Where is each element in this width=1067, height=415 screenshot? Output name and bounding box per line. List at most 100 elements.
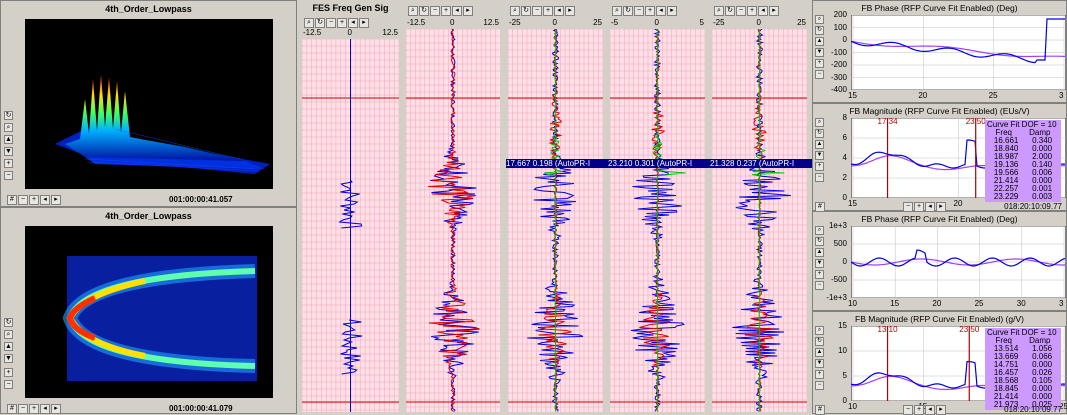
minus-icon[interactable]: − xyxy=(532,6,542,16)
zoom-icon[interactable]: ⌕ xyxy=(815,15,824,24)
minus-icon[interactable]: − xyxy=(4,380,13,389)
pan-icon[interactable]: ↻ xyxy=(521,6,531,16)
zoom-icon[interactable]: ⌕ xyxy=(304,18,314,28)
grid-icon[interactable]: # xyxy=(7,404,17,414)
rotate-icon[interactable]: ↻ xyxy=(815,337,824,346)
zoom-icon[interactable]: ⌕ xyxy=(612,6,622,16)
minus-icon[interactable]: − xyxy=(815,70,824,79)
left-icon[interactable]: ◂ xyxy=(40,195,50,205)
up-icon[interactable]: ▲ xyxy=(815,248,824,257)
curve-fit-row: 19.136 0.140 xyxy=(987,161,1059,169)
strip-grid[interactable] xyxy=(610,29,705,412)
rotate-icon[interactable]: ↻ xyxy=(4,318,13,327)
left-icon[interactable]: ◂ xyxy=(348,18,358,28)
rotate-icon[interactable]: ↻ xyxy=(815,237,824,246)
strip-grid[interactable] xyxy=(406,29,500,412)
minus-icon[interactable]: − xyxy=(815,173,824,182)
zoom-icon[interactable]: ⌕ xyxy=(714,6,724,16)
minus-icon[interactable]: − xyxy=(430,6,440,16)
axis-min-label: -12.5 xyxy=(407,18,426,27)
minus-icon[interactable]: − xyxy=(326,18,336,28)
up-icon[interactable]: ▲ xyxy=(815,37,824,46)
rotate-icon[interactable]: ↻ xyxy=(815,26,824,35)
right-icon[interactable]: ▸ xyxy=(463,6,473,16)
zoom-icon[interactable]: ⌕ xyxy=(815,118,824,127)
plus-icon[interactable]: + xyxy=(747,6,757,16)
pan-icon[interactable]: ↻ xyxy=(623,6,633,16)
plus-icon[interactable]: + xyxy=(4,159,13,168)
plus-icon[interactable]: + xyxy=(441,6,451,16)
zoom-icon[interactable]: ⌕ xyxy=(4,330,13,339)
down-icon[interactable]: ▼ xyxy=(815,48,824,57)
left-icon[interactable]: ◂ xyxy=(40,404,50,414)
down-icon[interactable]: ▼ xyxy=(4,147,13,156)
minus-icon[interactable]: − xyxy=(18,195,28,205)
plus-icon[interactable]: + xyxy=(815,59,824,68)
plot-3d-panel: 4th_Order_Lowpass ↻ ⌕ ▲ ▼ xyxy=(0,0,297,207)
strip-toolbar: ⌕ ↻ − + ◂ ▸ xyxy=(304,16,370,28)
plot-area[interactable] xyxy=(851,15,1066,90)
zoom-icon[interactable]: ⌕ xyxy=(408,6,418,16)
cursor-label: 23.50 xyxy=(959,325,980,334)
minus-icon[interactable]: − xyxy=(736,6,746,16)
minus-icon[interactable]: − xyxy=(815,381,824,390)
grid-icon[interactable]: # xyxy=(7,195,17,205)
up-icon[interactable]: ▲ xyxy=(815,140,824,149)
axis-mid-label: 0 xyxy=(552,18,557,27)
minus-icon[interactable]: − xyxy=(634,6,644,16)
x-tick-label: 20 xyxy=(918,91,928,100)
curve-fit-cell: 19.566 xyxy=(993,168,1019,177)
plot-3d-toolbar: # − + ◂ ▸ xyxy=(7,193,62,205)
pan-icon[interactable]: ↻ xyxy=(315,18,325,28)
grid-icon[interactable]: # xyxy=(815,403,826,415)
plus-icon[interactable]: + xyxy=(337,18,347,28)
left-icon[interactable]: ◂ xyxy=(452,6,462,16)
left-icon[interactable]: ◂ xyxy=(656,6,666,16)
right-icon[interactable]: ▸ xyxy=(51,404,61,414)
curve-fit-cell: 13.514 xyxy=(993,344,1019,353)
right-icon[interactable]: ▸ xyxy=(51,195,61,205)
left-icon[interactable]: ◂ xyxy=(758,6,768,16)
strip-grid[interactable] xyxy=(508,29,603,412)
plus-icon[interactable]: + xyxy=(815,162,824,171)
minus-icon[interactable]: − xyxy=(18,404,28,414)
down-icon[interactable]: ▼ xyxy=(815,151,824,160)
plus-icon[interactable]: + xyxy=(4,368,13,377)
zoom-icon[interactable]: ⌕ xyxy=(510,6,520,16)
fit-curve xyxy=(851,258,1065,266)
plus-icon[interactable]: + xyxy=(29,195,39,205)
curve-fit-col: Damp xyxy=(1029,336,1051,345)
plot-area[interactable] xyxy=(851,226,1066,298)
down-icon[interactable]: ▼ xyxy=(815,259,824,268)
right-icon[interactable]: ▸ xyxy=(359,18,369,28)
rotate-icon[interactable]: ↻ xyxy=(815,129,824,138)
plus-icon[interactable]: + xyxy=(815,270,824,279)
strip-grid[interactable] xyxy=(302,39,399,412)
plus-icon[interactable]: + xyxy=(645,6,655,16)
down-icon[interactable]: ▼ xyxy=(815,359,824,368)
zoom-icon[interactable]: ⌕ xyxy=(815,226,824,235)
up-icon[interactable]: ▲ xyxy=(4,342,13,351)
right-icon[interactable]: ▸ xyxy=(769,6,779,16)
minus-icon[interactable]: − xyxy=(4,171,13,180)
pan-icon[interactable]: ↻ xyxy=(725,6,735,16)
down-icon[interactable]: ▼ xyxy=(4,354,13,363)
zoom-icon[interactable]: ⌕ xyxy=(4,123,13,132)
pan-icon[interactable]: ↻ xyxy=(419,6,429,16)
right-icon[interactable]: ▸ xyxy=(667,6,677,16)
plus-icon[interactable]: + xyxy=(815,370,824,379)
left-icon[interactable]: ◂ xyxy=(554,6,564,16)
up-icon[interactable]: ▲ xyxy=(4,135,13,144)
plus-icon[interactable]: + xyxy=(543,6,553,16)
right-icon[interactable]: ▸ xyxy=(565,6,575,16)
green-trace xyxy=(543,29,563,412)
up-icon[interactable]: ▲ xyxy=(815,348,824,357)
minus-icon[interactable]: − xyxy=(815,281,824,290)
zoom-icon[interactable]: ⌕ xyxy=(815,326,824,335)
strip-grid[interactable] xyxy=(712,29,807,412)
rotate-icon[interactable]: ↻ xyxy=(4,111,13,120)
plus-icon[interactable]: + xyxy=(29,404,39,414)
x-tick-label: 25 xyxy=(988,91,998,100)
contour-view[interactable] xyxy=(25,226,273,398)
plot-3d-view[interactable] xyxy=(25,19,273,189)
